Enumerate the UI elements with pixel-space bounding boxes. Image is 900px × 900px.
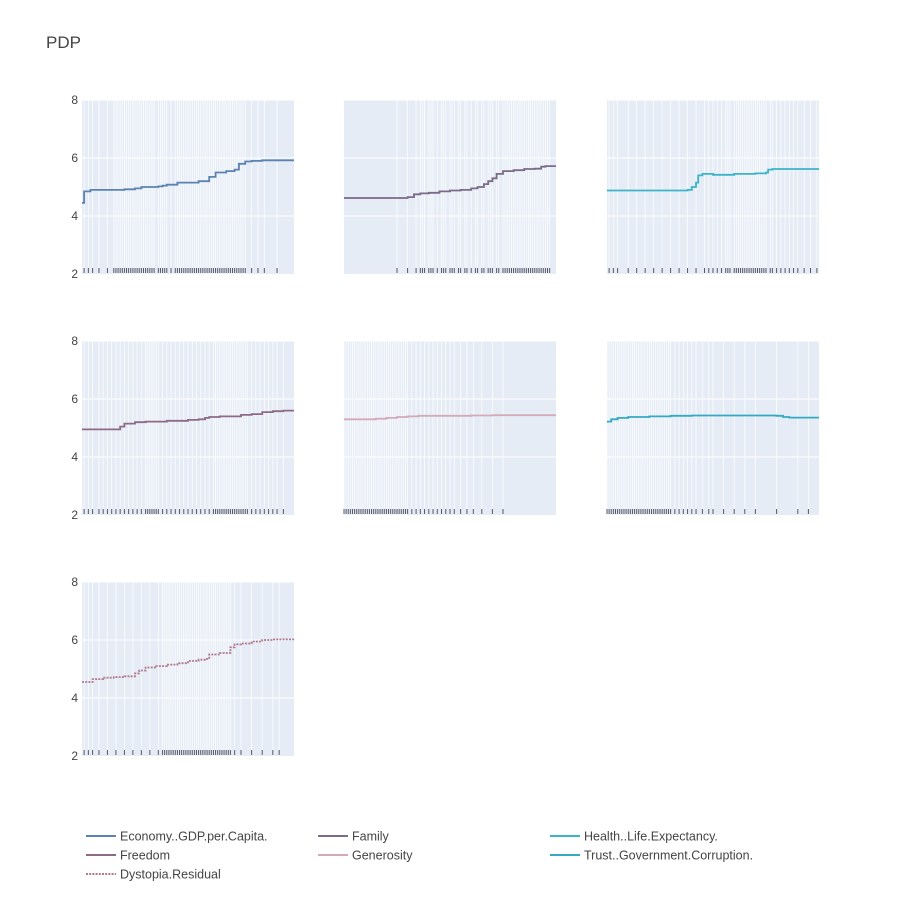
y-tick-label: 2: [71, 267, 78, 281]
y-tick-label: 6: [71, 633, 78, 647]
y-tick-label: 4: [71, 691, 78, 705]
subplot-2: [344, 99, 556, 274]
subplot-5: [343, 340, 556, 515]
legend-item-6[interactable]: Trust..Government.Corruption.: [550, 849, 753, 863]
chart-title: PDP: [46, 33, 81, 52]
y-tick-label: 8: [71, 93, 78, 107]
series-line-5: [344, 414, 556, 421]
series-line-2: [344, 165, 556, 199]
legend-label: Dystopia.Residual: [120, 868, 221, 882]
series-line-4: [82, 409, 294, 431]
legend-label: Trust..Government.Corruption.: [584, 849, 753, 863]
y-tick-label: 2: [71, 749, 78, 763]
series-line-3: [607, 168, 819, 192]
legend-item-5[interactable]: Generosity: [318, 849, 413, 863]
legend-item-3[interactable]: Health..Life.Expectancy.: [550, 830, 718, 844]
legend-label: Economy..GDP.per.Capita.: [120, 830, 268, 844]
subplot-3: [607, 99, 819, 274]
subplot-6: [606, 340, 819, 515]
legend-item-2[interactable]: Family: [318, 830, 390, 844]
legend-label: Family: [352, 830, 390, 844]
legend-item-4[interactable]: Freedom: [86, 849, 170, 863]
series-line-6: [607, 414, 819, 423]
subplot-1: 2 4 6 8: [71, 93, 294, 281]
legend-label: Generosity: [352, 849, 413, 863]
subplot-7: 2 4 6 8: [71, 575, 294, 763]
legend-item-7[interactable]: Dystopia.Residual: [86, 868, 221, 882]
y-tick-label: 4: [71, 209, 78, 223]
y-tick-label: 6: [71, 392, 78, 406]
y-tick-label: 8: [71, 334, 78, 348]
legend-label: Health..Life.Expectancy.: [584, 830, 718, 844]
legend-label: Freedom: [120, 849, 170, 863]
series-line-1: [82, 159, 294, 204]
y-tick-label: 4: [71, 450, 78, 464]
legend-item-1[interactable]: Economy..GDP.per.Capita.: [86, 830, 268, 844]
subplot-4: 2 4 6 8: [71, 334, 294, 522]
y-tick-label: 2: [71, 508, 78, 522]
y-tick-label: 6: [71, 151, 78, 165]
series-line-7: [82, 638, 294, 683]
y-tick-label: 8: [71, 575, 78, 589]
